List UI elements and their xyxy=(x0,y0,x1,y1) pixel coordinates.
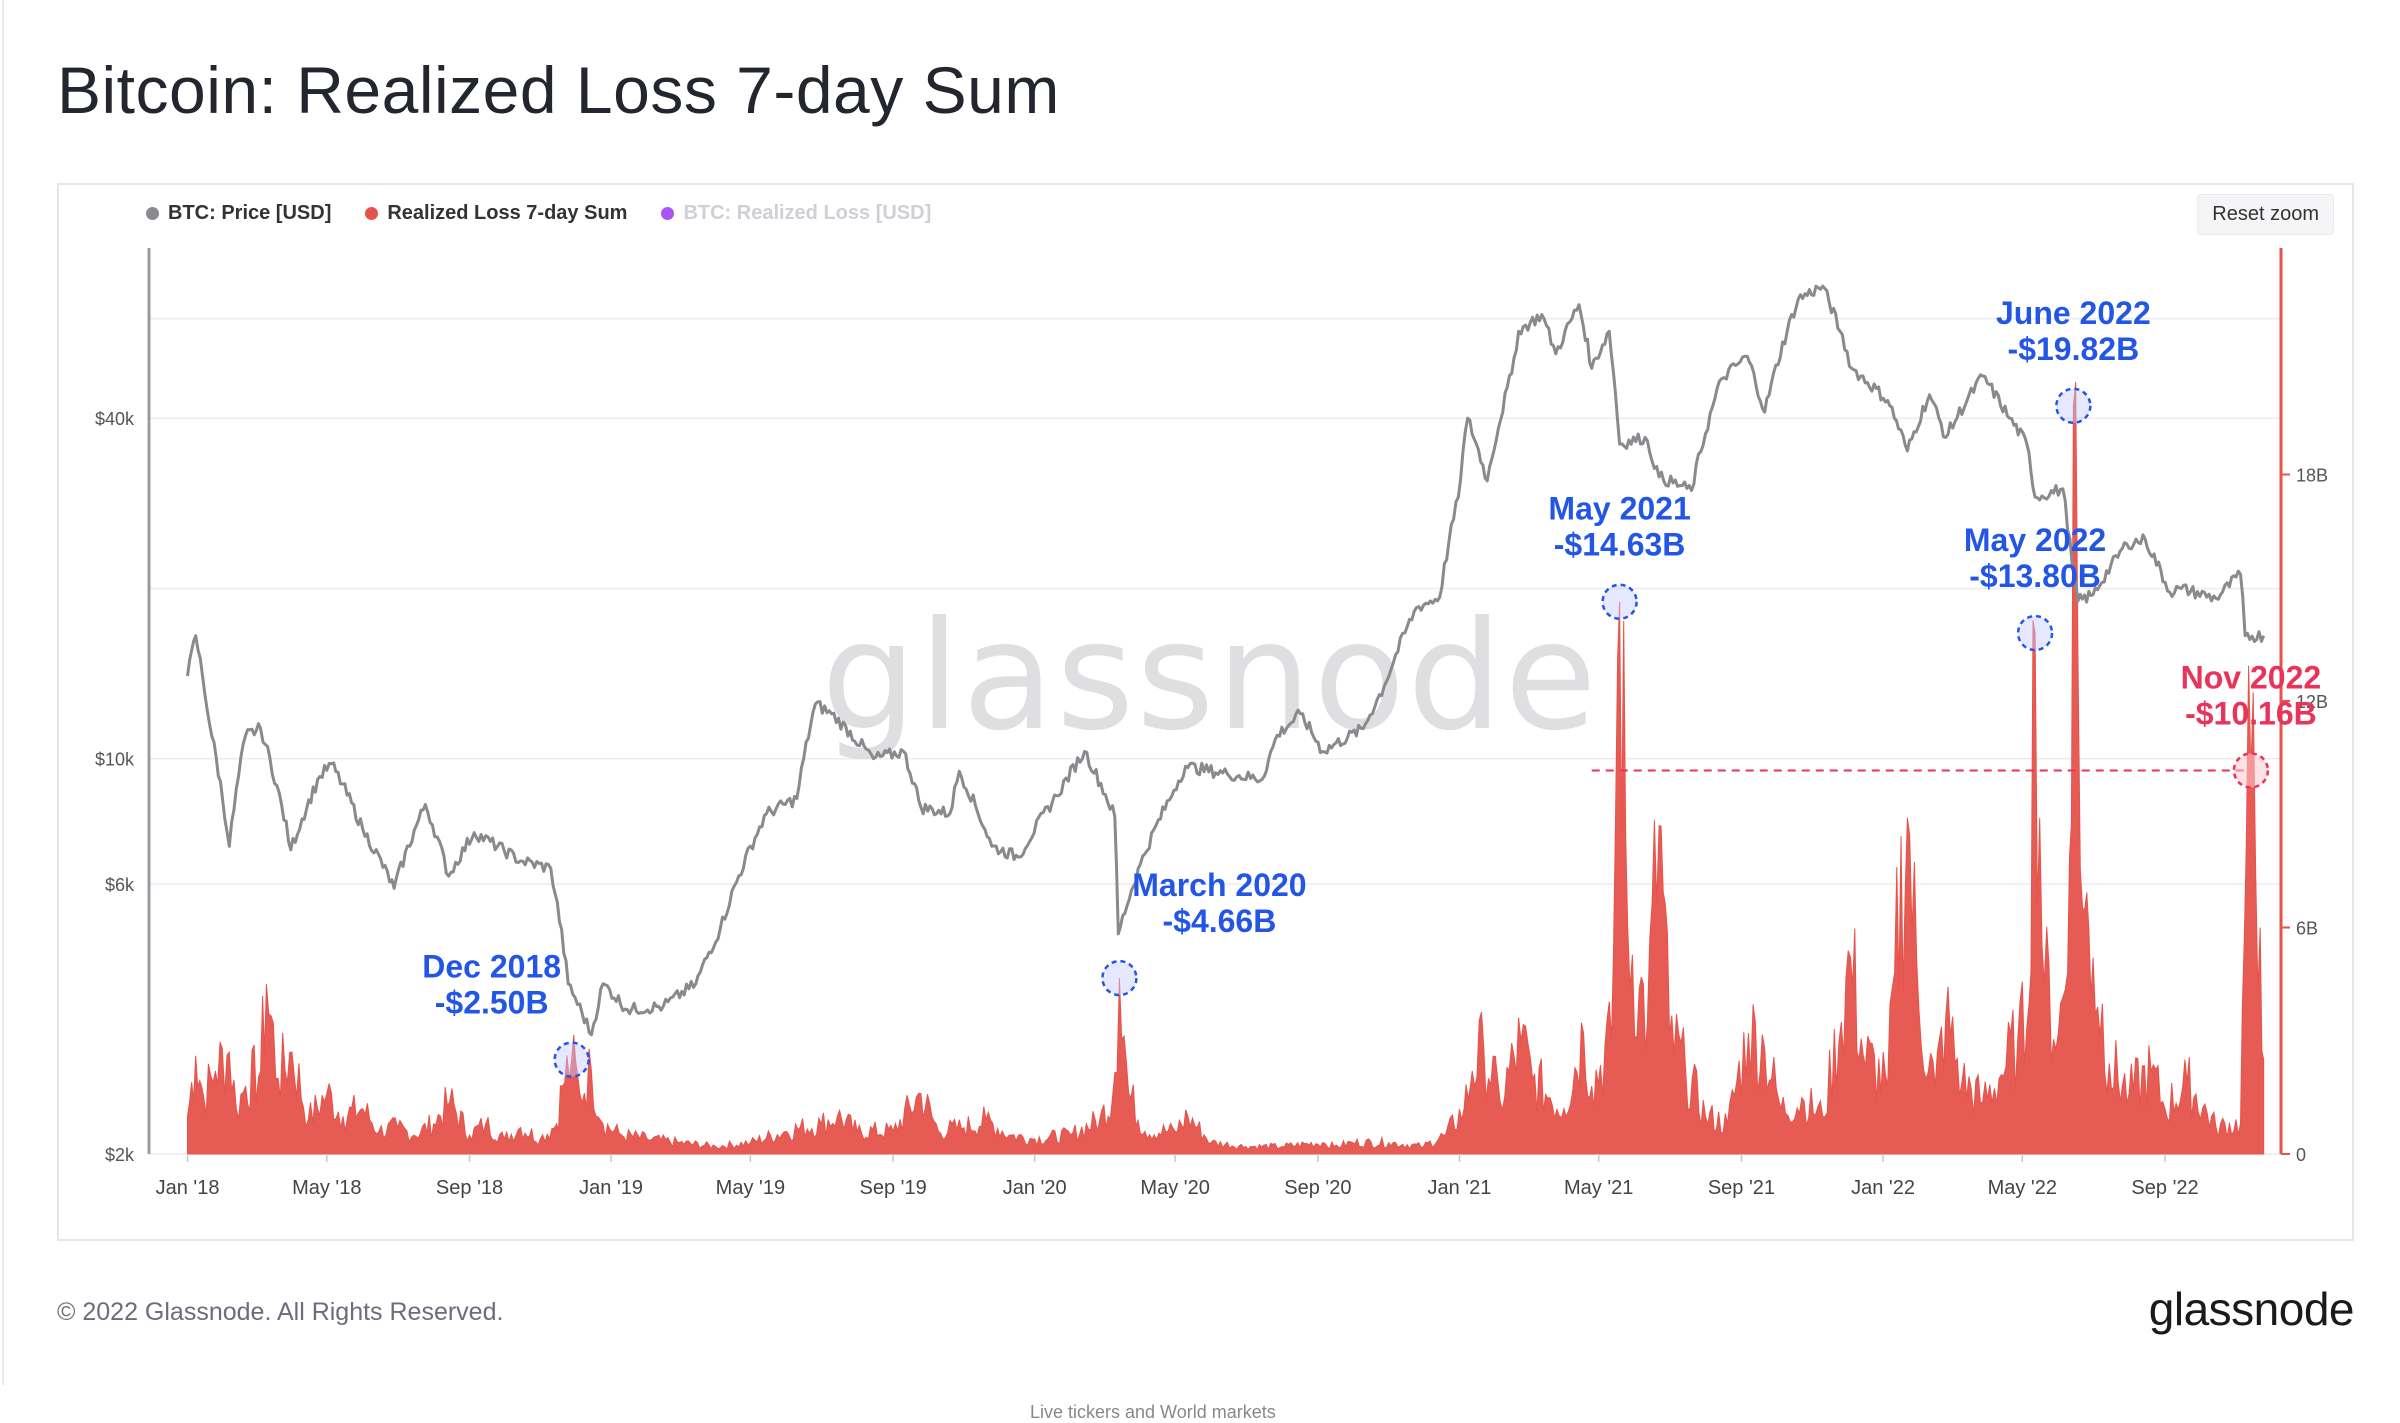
x-tick-label: Sep '22 xyxy=(2131,1177,2198,1199)
page-left-rule xyxy=(2,0,4,1385)
loss-area-series xyxy=(187,381,2265,1155)
y-right-tick-label: 18B xyxy=(2296,466,2328,486)
y-left-tick-label: $2k xyxy=(105,1145,135,1165)
x-axis-ticks: Jan '18 May '18 Sep '18 Jan '19 May '19 Sep '… xyxy=(156,1154,2199,1199)
x-tick-label: May '22 xyxy=(1988,1177,2057,1199)
cutoff-caption: Live tickers and World markets xyxy=(1030,1402,1276,1422)
x-tick-label: Jan '21 xyxy=(1428,1177,1492,1199)
annotation-value: -$4.66B xyxy=(1162,903,1276,939)
loss-area-path xyxy=(187,381,2265,1155)
x-tick-label: Sep '18 xyxy=(436,1177,503,1199)
reset-zoom-button[interactable]: Reset zoom xyxy=(2197,194,2334,235)
annotation-title: June 2022 xyxy=(1996,295,2151,331)
y-left-tick-label: $6k xyxy=(105,875,135,895)
chart-frame: BTC: Price [USD] Realized Loss 7-day Sum… xyxy=(57,183,2354,1241)
y-left-tick-label: $10k xyxy=(95,750,135,770)
y-left-axis-ticks: $2k $6k $10k $40k xyxy=(95,409,135,1165)
x-tick-label: Jan '20 xyxy=(1003,1177,1067,1199)
legend-item-realized-loss-7d[interactable]: Realized Loss 7-day Sum xyxy=(365,202,627,225)
annotations: Dec 2018-$2.50B March 2020-$4.66B May 2021… xyxy=(422,295,2322,1078)
annotation-title: May 2022 xyxy=(1964,522,2106,558)
y-right-tick-label: 12B xyxy=(2296,692,2328,712)
annotation-value: -$13.80B xyxy=(1969,558,2101,594)
watermark-text: glassnode xyxy=(821,590,1598,764)
annotation-marker xyxy=(553,1041,590,1078)
price-line-series xyxy=(186,284,2266,1037)
annotation-marker xyxy=(2055,387,2092,425)
x-tick-label: Sep '21 xyxy=(1708,1177,1775,1199)
annotation-value: -$14.63B xyxy=(1554,527,1686,563)
annotation-title: Dec 2018 xyxy=(422,949,561,985)
y-right-tick-label: 6B xyxy=(2296,919,2318,939)
legend-dot-btc-price xyxy=(146,207,159,220)
legend-item-realized-loss[interactable]: BTC: Realized Loss [USD] xyxy=(661,202,931,225)
page-title: Bitcoin: Realized Loss 7-day Sum xyxy=(57,53,1060,127)
annotation-value: -$2.50B xyxy=(435,985,549,1021)
y-right-axis-ticks: 0 6B 12B 18B xyxy=(2281,466,2328,1165)
annotation-marker xyxy=(2016,614,2054,652)
annotation-marker xyxy=(1101,959,1138,997)
legend-label-btc-price: BTC: Price [USD] xyxy=(168,202,332,224)
annotation-title: Nov 2022 xyxy=(2181,659,2322,695)
x-tick-label: Jan '19 xyxy=(579,1177,643,1199)
x-tick-label: May '19 xyxy=(716,1177,785,1199)
annotation-marker xyxy=(2232,752,2270,789)
x-tick-label: May '18 xyxy=(292,1177,361,1199)
x-tick-label: May '20 xyxy=(1140,1177,1209,1199)
chart-svg[interactable]: glassnode $2k $6k $10k $40k 0 6B 12B 18B Jan '… xyxy=(0,0,2400,1300)
y-left-tick-label: $40k xyxy=(95,409,135,429)
annotation-title: March 2020 xyxy=(1132,867,1306,903)
x-tick-label: May '21 xyxy=(1564,1177,1633,1199)
x-tick-label: Jan '22 xyxy=(1851,1177,1915,1199)
chart-legend: BTC: Price [USD] Realized Loss 7-day Sum… xyxy=(146,202,931,225)
annotation-value: -$19.82B xyxy=(2008,331,2140,367)
legend-label-realized-loss: BTC: Realized Loss [USD] xyxy=(683,202,932,224)
legend-dot-realized-loss xyxy=(661,207,675,220)
y-right-tick-label: 0 xyxy=(2296,1145,2306,1165)
annotation-value: -$10.16B xyxy=(2185,695,2317,731)
footer-brand-logo[interactable]: glassnode xyxy=(2148,1283,2355,1335)
annotation-marker xyxy=(1601,583,1638,620)
footer-copyright: © 2022 Glassnode. All Rights Reserved. xyxy=(57,1298,504,1326)
annotation-title: May 2021 xyxy=(1548,491,1690,527)
x-tick-label: Jan '18 xyxy=(156,1177,220,1199)
legend-dot-realized-loss-7d xyxy=(365,207,379,220)
price-line-path xyxy=(186,284,2266,1037)
x-tick-label: Sep '20 xyxy=(1284,1177,1351,1199)
x-tick-label: Sep '19 xyxy=(860,1177,927,1199)
legend-item-btc-price[interactable]: BTC: Price [USD] xyxy=(146,202,331,225)
legend-label-realized-loss-7d: Realized Loss 7-day Sum xyxy=(387,202,628,224)
